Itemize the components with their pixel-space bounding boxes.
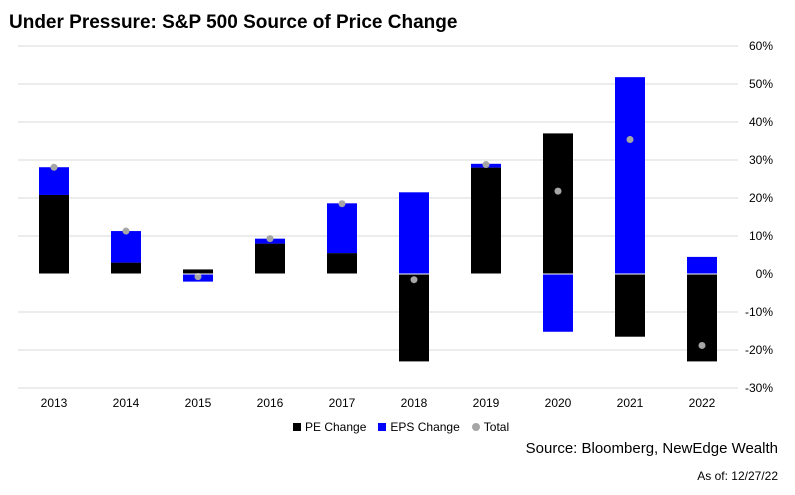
eps-bar-2017 [327, 203, 357, 254]
legend-label-eps: EPS Change [390, 420, 460, 434]
bars [39, 77, 717, 362]
x-tick-label: 2018 [401, 396, 428, 410]
source-note: Source: Bloomberg, NewEdge Wealth [525, 440, 778, 457]
legend: PE Change EPS Change Total [293, 420, 521, 434]
eps-bar-2020 [543, 274, 573, 332]
eps-bar-2021 [615, 77, 645, 274]
total-dot-2013 [50, 163, 58, 171]
y-tick-label: 40% [749, 115, 773, 129]
x-tick-label: 2019 [473, 396, 500, 410]
legend-label-pe: PE Change [305, 420, 367, 434]
total-dot-2020 [554, 187, 562, 195]
x-tick-label: 2017 [329, 396, 356, 410]
x-tick-label: 2013 [41, 396, 68, 410]
total-dot-2021 [626, 135, 634, 143]
pe-bar-2016 [255, 243, 285, 274]
x-tick-label: 2020 [545, 396, 572, 410]
pe-bar-2019 [471, 167, 501, 274]
total-dot-icon [471, 423, 480, 431]
pe-bar-2021 [615, 274, 645, 337]
y-tick-labels: 60% 50% 40% 30% 20% 10% 0% -10% -20% -30% [745, 39, 773, 395]
pe-bar-2013 [39, 194, 69, 274]
legend-item-eps: EPS Change [378, 420, 460, 434]
eps-bar-2022 [687, 256, 717, 274]
x-tick-label: 2014 [113, 396, 140, 410]
as-of-note: As of: 12/27/22 [697, 469, 778, 483]
y-tick-label: 50% [749, 77, 773, 91]
x-tick-label: 2022 [689, 396, 716, 410]
total-dot-2019 [482, 161, 490, 169]
y-tick-label: 10% [749, 229, 773, 243]
y-tick-label: -30% [745, 381, 773, 395]
chart-title: Under Pressure: S&P 500 Source of Price … [9, 12, 458, 33]
total-dot-2022 [698, 341, 706, 349]
y-tick-label: -10% [745, 305, 773, 319]
x-tick-label: 2015 [185, 396, 212, 410]
pe-bar-2017 [327, 253, 357, 274]
pe-bar-2020 [543, 133, 573, 274]
y-tick-label: -20% [745, 343, 773, 357]
eps-bar-2014 [111, 231, 141, 263]
x-tick-label: 2021 [617, 396, 644, 410]
legend-item-pe: PE Change [293, 420, 366, 434]
eps-bar-2013 [39, 167, 69, 195]
total-dot-2018 [410, 276, 418, 284]
y-tick-label: 30% [749, 153, 773, 167]
pe-bar-2015 [183, 269, 213, 274]
x-tick-labels: 2013 2014 2015 2016 2017 2018 2019 2020 2021 2022 [41, 396, 716, 410]
total-dot-2015 [194, 273, 202, 281]
total-dot-2014 [122, 227, 130, 235]
eps-swatch-icon [378, 423, 387, 431]
pe-bar-2018 [399, 274, 429, 362]
y-tick-label: 60% [749, 39, 773, 53]
pe-bar-2014 [111, 262, 141, 274]
y-tick-label: 20% [749, 191, 773, 205]
total-markers [18, 135, 738, 349]
legend-label-total: Total [483, 420, 510, 434]
eps-bar-2018 [399, 192, 429, 274]
total-dot-2017 [338, 200, 346, 208]
legend-item-total: Total [471, 420, 510, 434]
pe-swatch-icon [293, 423, 301, 431]
total-dot-2016 [266, 235, 274, 243]
x-tick-label: 2016 [257, 396, 284, 410]
y-tick-label: 0% [756, 267, 774, 281]
